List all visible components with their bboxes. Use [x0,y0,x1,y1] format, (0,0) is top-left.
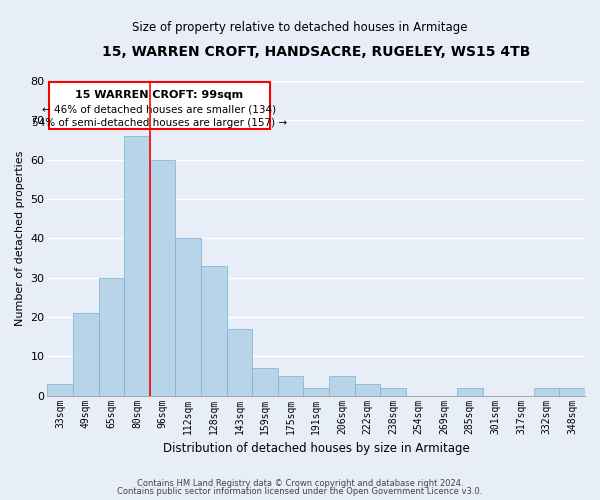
FancyBboxPatch shape [49,82,270,129]
Bar [201,266,227,396]
Bar [380,388,406,396]
Bar [329,376,355,396]
Text: Size of property relative to detached houses in Armitage: Size of property relative to detached ho… [132,21,468,34]
X-axis label: Distribution of detached houses by size in Armitage: Distribution of detached houses by size … [163,442,470,455]
Bar [175,238,201,396]
Bar [227,329,252,396]
Bar [150,160,175,396]
Y-axis label: Number of detached properties: Number of detached properties [15,150,25,326]
Title: 15, WARREN CROFT, HANDSACRE, RUGELEY, WS15 4TB: 15, WARREN CROFT, HANDSACRE, RUGELEY, WS… [102,45,530,59]
Text: ← 46% of detached houses are smaller (134): ← 46% of detached houses are smaller (13… [43,104,277,115]
Bar [98,278,124,396]
Text: Contains public sector information licensed under the Open Government Licence v3: Contains public sector information licen… [118,487,482,496]
Bar [457,388,482,396]
Text: 54% of semi-detached houses are larger (157) →: 54% of semi-detached houses are larger (… [32,118,287,128]
Bar [47,384,73,396]
Bar [252,368,278,396]
Bar [355,384,380,396]
Bar [534,388,559,396]
Bar [559,388,585,396]
Bar [124,136,150,396]
Bar [73,313,98,396]
Text: 15 WARREN CROFT: 99sqm: 15 WARREN CROFT: 99sqm [76,90,244,101]
Text: Contains HM Land Registry data © Crown copyright and database right 2024.: Contains HM Land Registry data © Crown c… [137,478,463,488]
Bar [304,388,329,396]
Bar [278,376,304,396]
